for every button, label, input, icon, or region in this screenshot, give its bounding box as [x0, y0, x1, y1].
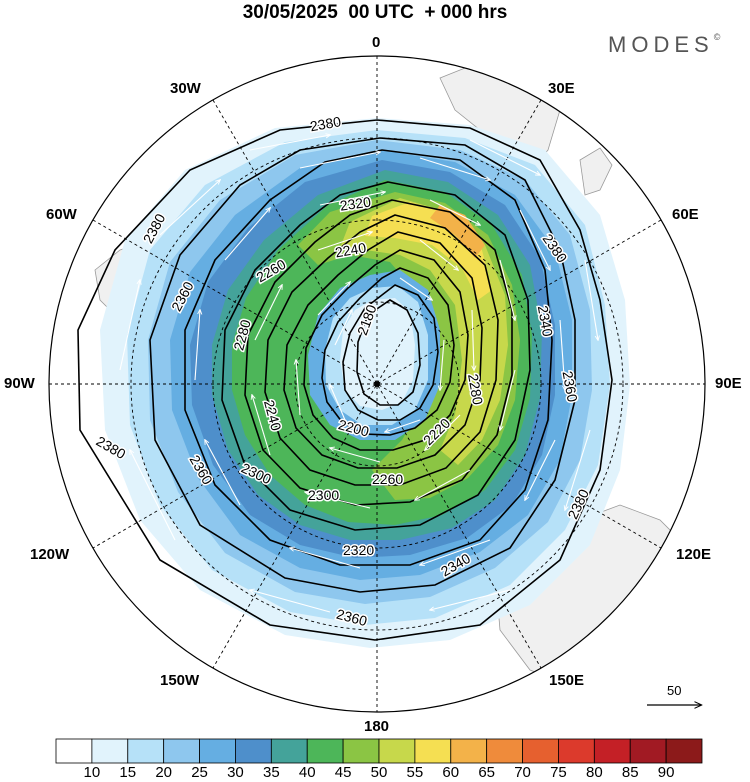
lon-label-60w: 60W — [46, 206, 77, 223]
colorbar-swatch — [593, 738, 631, 764]
colorbar-swatch — [91, 738, 129, 764]
contour-2260 — [283, 231, 483, 469]
contour-label: 2320 — [339, 194, 372, 214]
contour-2180 — [356, 299, 421, 406]
contour-2340 — [184, 149, 553, 566]
contour-2200 — [342, 284, 439, 421]
colorbar-swatch — [522, 738, 559, 764]
graticule — [49, 56, 705, 712]
colorbar-tick-label: 50 — [370, 764, 388, 781]
colorbar-tick-label: 35 — [262, 764, 280, 781]
streamlines — [119, 135, 598, 613]
reference-vector-label: 50 — [667, 683, 682, 698]
colorbar-swatch — [629, 738, 667, 764]
brand-text: MODES — [608, 32, 714, 57]
map-title: 30/05/2025 00 UTC + 000 hrs — [242, 2, 508, 23]
colorbar-tick-label: 55 — [406, 764, 424, 781]
colorbar-swatch — [450, 738, 488, 764]
colorbar-tick-label: 65 — [478, 764, 495, 781]
contour-2360 — [149, 137, 576, 593]
colorbar-swatch — [127, 738, 165, 764]
lon-label-60e: 60E — [672, 206, 699, 223]
brand-logo: MODES© — [608, 32, 720, 58]
reference-vector-arrow — [647, 683, 705, 713]
lon-label-180: 180 — [364, 718, 390, 735]
colorbar-swatch — [55, 738, 93, 764]
contour-2380 — [77, 119, 613, 641]
colorbar-tick-label: 60 — [442, 764, 460, 781]
map-disc: 2380 2380 2380 2380 2380 2360 2360 2360 … — [49, 56, 705, 712]
height-contours — [77, 119, 613, 641]
land-madagascar — [579, 147, 613, 196]
colorbar-swatch — [270, 738, 308, 764]
colorbar — [55, 738, 703, 764]
lon-label-120w: 120W — [30, 546, 70, 563]
colorbar-tick-label: 45 — [334, 764, 352, 781]
colorbar-tick-label: 40 — [298, 764, 316, 781]
colorbar-tick-label: 75 — [550, 764, 567, 781]
colorbar-tick-label: 85 — [621, 764, 639, 781]
lon-label-150w: 150W — [160, 672, 200, 689]
colorbar-swatch — [414, 738, 452, 764]
colorbar-swatch — [163, 738, 200, 764]
shade-65 — [430, 205, 485, 258]
contour-2300 — [244, 199, 513, 506]
colorbar-swatch — [486, 738, 523, 764]
wind-speed-shading — [100, 118, 630, 648]
contour-label: 2300 — [308, 487, 339, 503]
colorbar-swatch — [665, 738, 703, 764]
lon-label-30e: 30E — [548, 80, 575, 97]
contour-label: 2380 — [309, 113, 343, 134]
lon-label-90e: 90E — [715, 375, 742, 392]
contour-2320 — [221, 181, 531, 531]
south-pole-marker — [374, 381, 380, 387]
shade-pole — [340, 298, 415, 410]
contour-label: 2260 — [372, 471, 403, 487]
colorbar-swatch — [558, 738, 595, 764]
colorbar-tick-label: 80 — [585, 764, 603, 781]
colorbar-tick-label: 90 — [657, 764, 675, 781]
contour-2240 — [303, 249, 469, 451]
colorbar-swatch — [306, 738, 344, 764]
contour-2220 — [321, 267, 455, 436]
colorbar-swatch — [342, 738, 380, 764]
contour-2280 — [264, 214, 499, 486]
copyright-mark: © — [713, 32, 721, 42]
colorbar-swatch — [235, 738, 272, 764]
lon-label-120e: 120E — [676, 546, 712, 563]
lon-label-0: 0 — [372, 34, 381, 51]
lon-label-150e: 150E — [549, 672, 585, 689]
lon-label-30w: 30W — [170, 80, 201, 97]
colorbar-tick-label: 30 — [227, 764, 244, 781]
colorbar-tick-label: 20 — [155, 764, 172, 781]
polar-map: 2380 2380 2380 2380 2380 2360 2360 2360 … — [48, 55, 706, 713]
colorbar-tick-label: 25 — [191, 764, 208, 781]
contour-label: 2320 — [343, 542, 374, 558]
colorbar-tick-label: 70 — [514, 764, 531, 781]
lon-label-90w: 90W — [4, 375, 35, 392]
colorbar-tick-label: 10 — [83, 764, 101, 781]
map-boundary — [48, 55, 706, 713]
colorbar-swatch — [199, 738, 236, 764]
colorbar-tick-label: 15 — [119, 764, 137, 781]
colorbar-swatch — [378, 738, 416, 764]
